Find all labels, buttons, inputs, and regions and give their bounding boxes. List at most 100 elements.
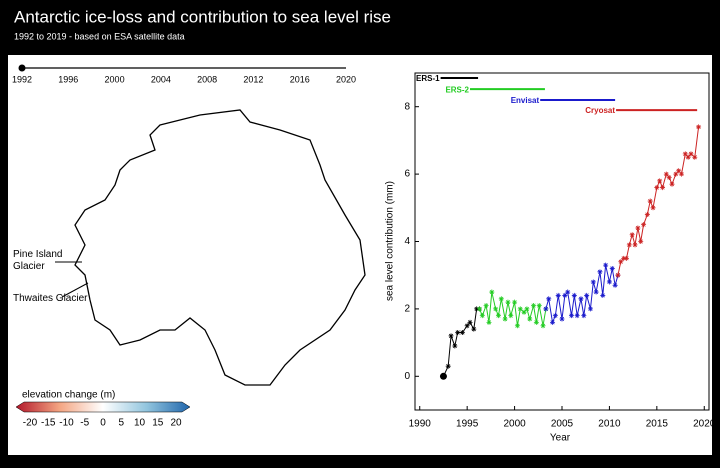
point: [587, 306, 593, 312]
point: [696, 124, 702, 130]
y-tick-label: 2: [404, 304, 410, 315]
point: [467, 319, 473, 325]
point: [531, 303, 537, 309]
title: Antarctic ice-loss and contribution to s…: [14, 7, 391, 26]
point: [514, 323, 520, 329]
point: [669, 181, 675, 187]
colorbar-tick-label: -5: [80, 418, 89, 429]
mission-label: ERS-1: [416, 74, 440, 83]
point: [626, 242, 632, 248]
point: [445, 363, 451, 369]
timeline-tick-label: 2004: [151, 74, 171, 84]
point: [574, 313, 580, 319]
glacier-label: Thwaites Glacier: [13, 293, 88, 304]
timeline-tick-label: 2016: [290, 74, 310, 84]
point: [536, 303, 542, 309]
point: [476, 306, 482, 312]
point: [533, 319, 539, 325]
colorbar-tick-label: 5: [118, 418, 124, 429]
point: [641, 222, 647, 228]
point: [663, 171, 669, 177]
colorbar-tick-label: 15: [152, 418, 164, 429]
point: [455, 329, 461, 335]
x-tick-label: 2010: [598, 419, 621, 430]
series-line: [479, 291, 547, 326]
point: [615, 272, 621, 278]
y-tick-label: 0: [404, 371, 410, 382]
y-tick-label: 8: [404, 101, 410, 112]
mission-label: Envisat: [511, 96, 540, 105]
timeline-tick-label: 1996: [58, 74, 78, 84]
point: [546, 296, 552, 302]
point: [654, 185, 660, 191]
point: [524, 306, 530, 312]
point: [505, 299, 511, 305]
point: [603, 262, 609, 268]
point: [660, 185, 666, 191]
timeline-tick-label: 2000: [105, 74, 125, 84]
point: [474, 306, 480, 312]
point: [685, 154, 691, 160]
antarctica-map: [74, 109, 366, 386]
point: [692, 154, 698, 160]
point: [493, 306, 499, 312]
point: [676, 168, 682, 174]
point: [527, 316, 533, 322]
point: [657, 178, 663, 184]
glacier-label: Pine Island Glacier: [13, 249, 63, 272]
timeline-tick-label: 2020: [336, 74, 356, 84]
point: [584, 292, 590, 298]
point: [486, 319, 492, 325]
point: [540, 323, 546, 329]
point: [629, 232, 635, 238]
point: [621, 255, 627, 261]
point: [590, 279, 596, 285]
x-tick-label: 2005: [551, 419, 574, 430]
mission-label: ERS-2: [445, 85, 469, 94]
x-tick-label: 2015: [646, 419, 669, 430]
point: [495, 313, 501, 319]
point: [550, 319, 556, 325]
timeline-handle[interactable]: [18, 64, 26, 72]
colorbar: [15, 401, 191, 413]
point: [688, 151, 694, 157]
mission-label: Cryosat: [585, 106, 615, 115]
point: [555, 292, 561, 298]
x-tick-label: 2000: [503, 419, 526, 430]
point: [650, 205, 656, 211]
point: [666, 174, 672, 180]
y-axis-label: sea level contribution (mm): [385, 181, 396, 301]
point: [517, 306, 523, 312]
arrow: [61, 282, 89, 298]
point: [609, 265, 615, 271]
start-point: [439, 372, 447, 380]
point: [673, 171, 679, 177]
point: [471, 326, 477, 332]
colorbar-tick-label: -10: [59, 418, 74, 429]
point: [644, 212, 650, 218]
point: [593, 289, 599, 295]
x-axis-label: Year: [550, 433, 571, 444]
point: [597, 269, 603, 275]
point: [512, 299, 518, 305]
timeline-tick-label: 1992: [12, 74, 32, 84]
point: [623, 255, 629, 261]
subtitle: 1992 to 2019 - based on ESA satellite da…: [14, 31, 185, 41]
timeline-tick-label: 2008: [197, 74, 217, 84]
point: [448, 333, 454, 339]
point: [521, 309, 527, 315]
series-line: [545, 264, 619, 325]
point: [635, 225, 641, 231]
point: [632, 242, 638, 248]
point: [600, 292, 606, 298]
point: [578, 296, 584, 302]
point: [479, 313, 485, 319]
point: [489, 289, 495, 295]
point: [647, 198, 653, 204]
point: [606, 279, 612, 285]
point: [543, 306, 549, 312]
point: [678, 171, 684, 177]
colorbar-label: elevation change (m): [22, 390, 115, 401]
